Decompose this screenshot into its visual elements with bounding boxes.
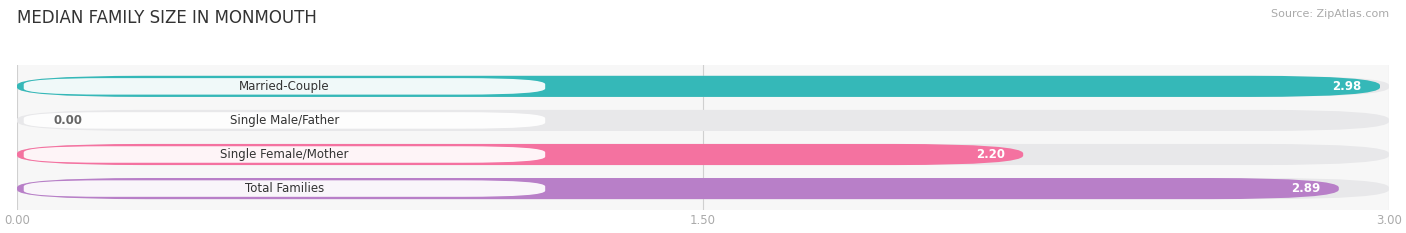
FancyBboxPatch shape <box>24 146 546 163</box>
FancyBboxPatch shape <box>17 144 1389 165</box>
FancyBboxPatch shape <box>17 144 1024 165</box>
Text: 2.20: 2.20 <box>976 148 1005 161</box>
FancyBboxPatch shape <box>24 180 546 197</box>
Text: Total Families: Total Families <box>245 182 325 195</box>
Text: 2.98: 2.98 <box>1333 80 1361 93</box>
FancyBboxPatch shape <box>24 112 546 129</box>
FancyBboxPatch shape <box>17 76 1389 97</box>
FancyBboxPatch shape <box>17 76 1379 97</box>
Text: MEDIAN FAMILY SIZE IN MONMOUTH: MEDIAN FAMILY SIZE IN MONMOUTH <box>17 9 316 27</box>
FancyBboxPatch shape <box>17 110 1389 131</box>
FancyBboxPatch shape <box>17 178 1389 199</box>
Text: Single Female/Mother: Single Female/Mother <box>221 148 349 161</box>
Text: Single Male/Father: Single Male/Father <box>229 114 339 127</box>
Text: Source: ZipAtlas.com: Source: ZipAtlas.com <box>1271 9 1389 19</box>
Text: 2.89: 2.89 <box>1291 182 1320 195</box>
Text: 0.00: 0.00 <box>53 114 83 127</box>
FancyBboxPatch shape <box>17 178 1339 199</box>
Text: Married-Couple: Married-Couple <box>239 80 330 93</box>
FancyBboxPatch shape <box>24 78 546 95</box>
